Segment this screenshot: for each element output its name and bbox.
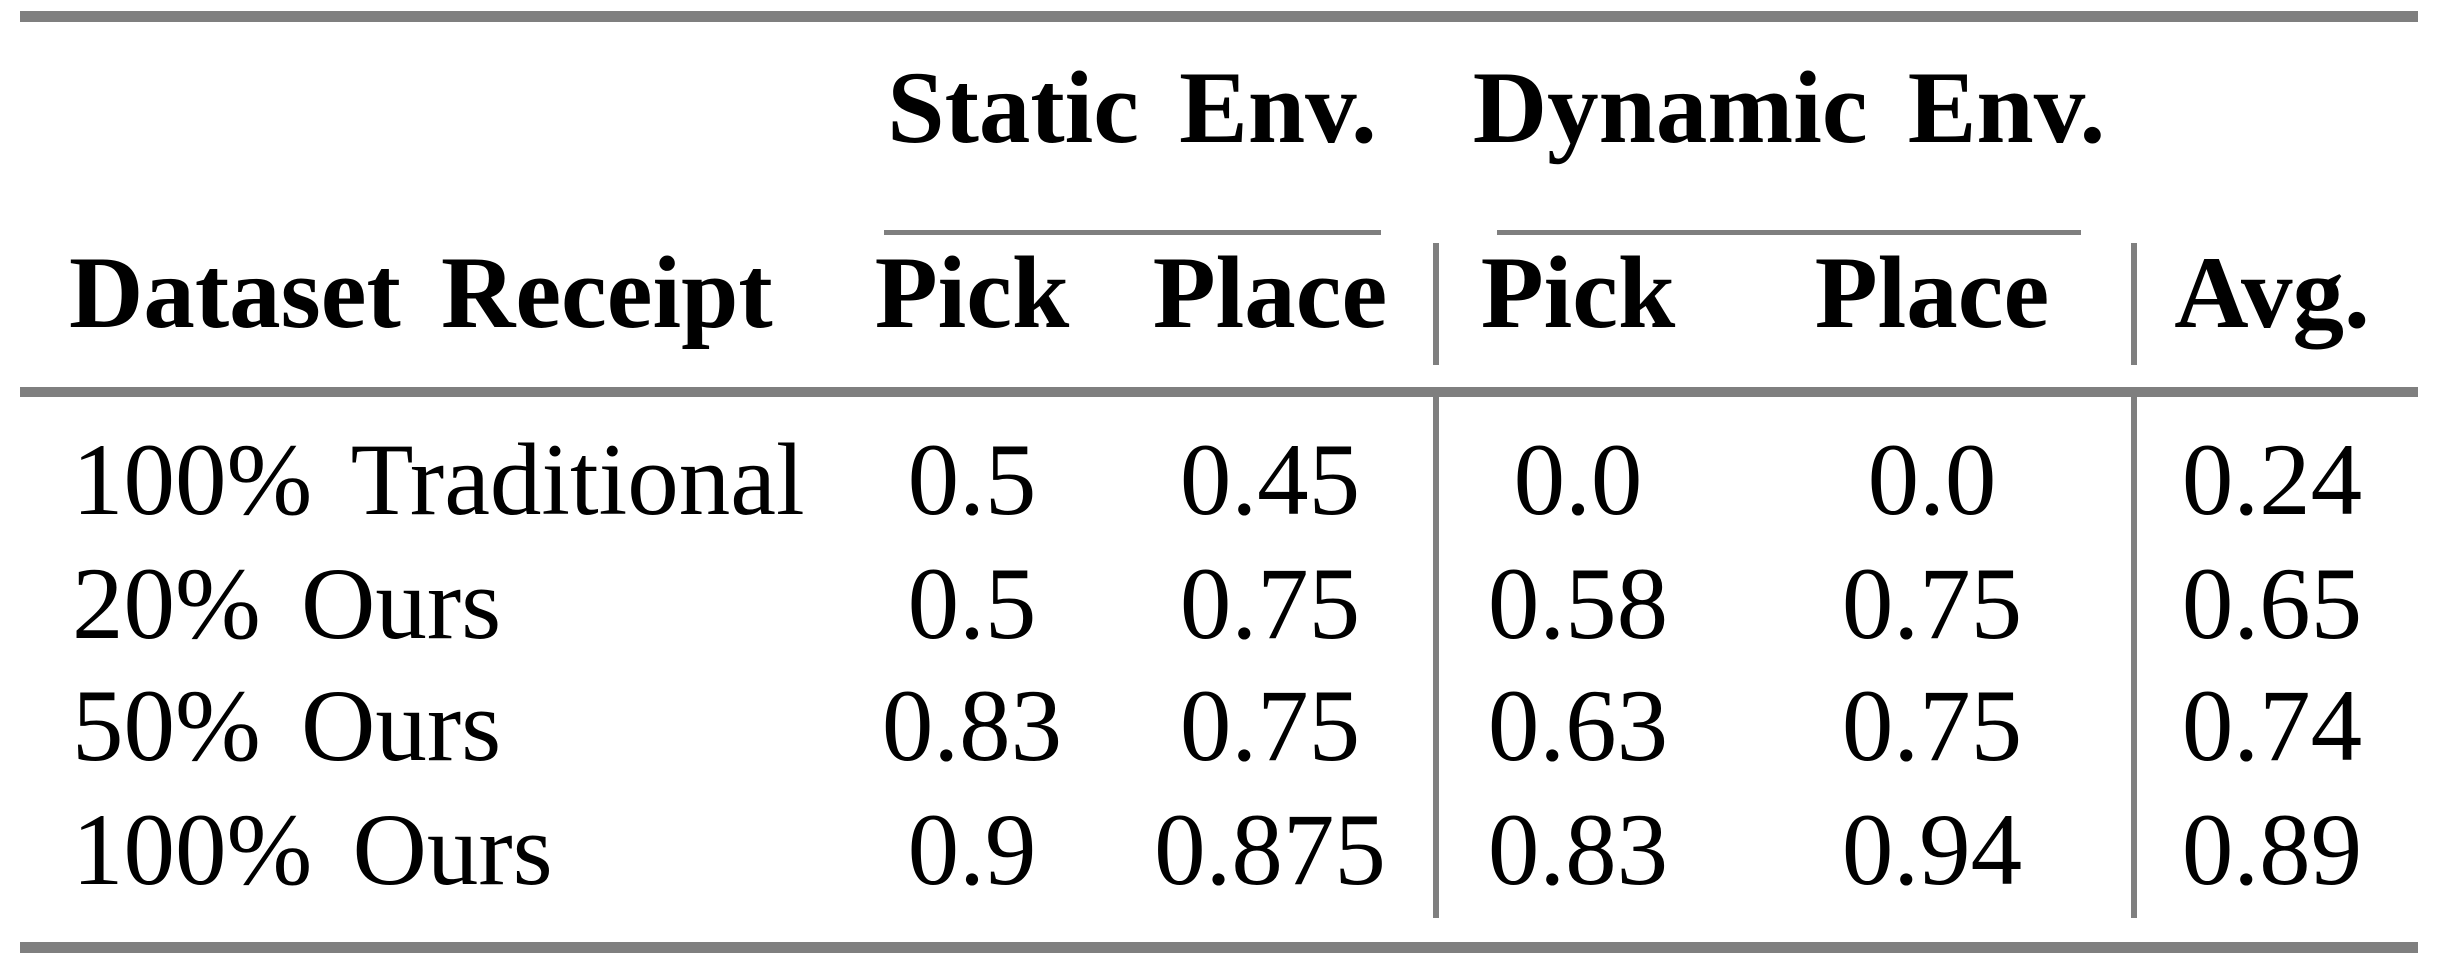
- value-avg: 0.65: [2181, 547, 2363, 661]
- value-dynamic-pick: 0.0: [1513, 423, 1643, 537]
- row-label: 20% Ours: [72, 547, 502, 661]
- value-dynamic-pick: 0.83: [1487, 793, 1669, 907]
- value-static-place: 0.45: [1179, 423, 1361, 537]
- vertical-rule-avg-header: [2131, 243, 2137, 365]
- value-static-place: 0.75: [1179, 669, 1361, 783]
- group-header-dynamic-env: Dynamic Env.: [1472, 51, 2106, 165]
- vertical-rule-avg-body: [2131, 397, 2137, 918]
- column-header-avg: Avg.: [2174, 236, 2370, 350]
- header-separator-rule: [20, 387, 2418, 397]
- value-avg: 0.89: [2181, 793, 2363, 907]
- bottom-rule: [20, 942, 2418, 953]
- column-header-dynamic-pick: Pick: [1480, 236, 1676, 350]
- vertical-rule-static-dynamic-body: [1433, 397, 1439, 918]
- column-header-static-pick: Pick: [874, 236, 1070, 350]
- value-static-place: 0.75: [1179, 547, 1361, 661]
- static-env-cmidrule: [884, 230, 1381, 235]
- group-header-static-env: Static Env.: [887, 51, 1377, 165]
- value-static-pick: 0.83: [881, 669, 1063, 783]
- value-dynamic-place: 0.94: [1841, 793, 2023, 907]
- value-static-pick: 0.5: [907, 423, 1037, 537]
- dynamic-env-cmidrule: [1497, 230, 2081, 235]
- value-dynamic-place: 0.0: [1867, 423, 1997, 537]
- row-label: 100% Traditional: [72, 423, 805, 537]
- value-dynamic-pick: 0.58: [1487, 547, 1669, 661]
- value-dynamic-place: 0.75: [1841, 547, 2023, 661]
- value-avg: 0.74: [2181, 669, 2363, 783]
- row-label: 50% Ours: [72, 669, 502, 783]
- value-static-place: 0.875: [1154, 793, 1386, 907]
- column-header-static-place: Place: [1152, 236, 1388, 350]
- top-rule: [20, 11, 2418, 22]
- row-label: 100% Ours: [72, 793, 553, 907]
- value-dynamic-pick: 0.63: [1487, 669, 1669, 783]
- vertical-rule-static-dynamic-header: [1433, 243, 1439, 365]
- value-static-pick: 0.5: [907, 547, 1037, 661]
- column-header-dynamic-place: Place: [1814, 236, 2050, 350]
- column-header-dataset-receipt: Dataset Receipt: [69, 236, 773, 350]
- value-avg: 0.24: [2181, 423, 2363, 537]
- value-static-pick: 0.9: [907, 793, 1037, 907]
- value-dynamic-place: 0.75: [1841, 669, 2023, 783]
